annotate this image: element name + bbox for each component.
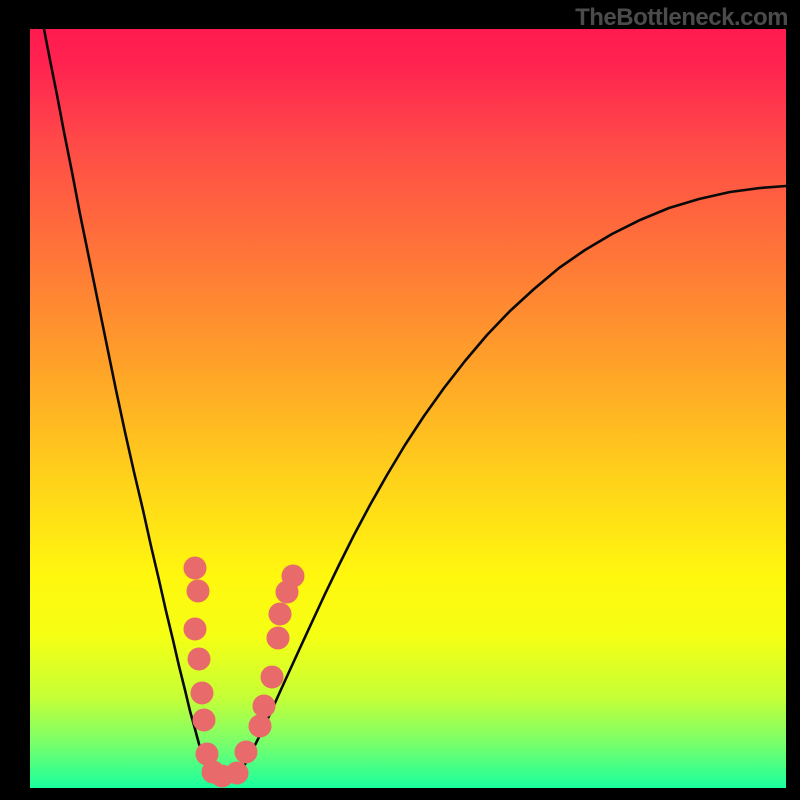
chart-plot-area [30, 29, 786, 788]
data-marker [193, 709, 215, 731]
data-marker [261, 666, 283, 688]
data-marker [188, 648, 210, 670]
data-marker [184, 557, 206, 579]
bottleneck-chart: TheBottleneck.com [0, 0, 800, 800]
data-marker [253, 695, 275, 717]
data-marker [226, 762, 248, 784]
data-marker [187, 580, 209, 602]
data-marker [191, 682, 213, 704]
data-marker [235, 741, 257, 763]
data-marker [184, 618, 206, 640]
data-marker [249, 715, 271, 737]
chart-svg [0, 0, 800, 800]
data-marker [267, 627, 289, 649]
data-marker [269, 603, 291, 625]
data-marker [282, 565, 304, 587]
watermark-text: TheBottleneck.com [575, 4, 788, 32]
